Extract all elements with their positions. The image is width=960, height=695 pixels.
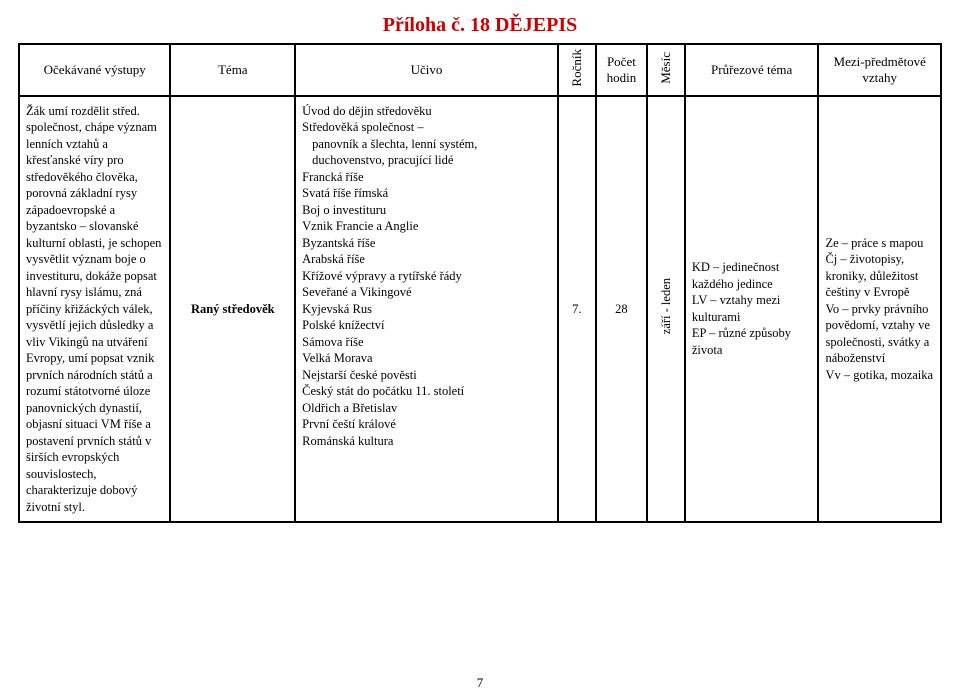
ucivo-line-indent: panovník a šlechta, lenní systém, (302, 136, 551, 153)
col-mesic: Měsíc (647, 44, 685, 96)
page: Příloha č. 18 DĚJEPIS Očekávané výstupy … (0, 0, 960, 695)
col-pruzove: Průřezové téma (685, 44, 819, 96)
ucivo-line: Boj o investituru (302, 202, 551, 219)
ucivo-line: Velká Morava (302, 350, 551, 367)
table-header-row: Očekávané výstupy Téma Učivo Ročník Poče… (19, 44, 941, 96)
col-pocet: Počet hodin (596, 44, 647, 96)
cell-pocet: 28 (596, 96, 647, 523)
col-tema: Téma (170, 44, 295, 96)
col-mezi: Mezi-předmětové vztahy (818, 44, 941, 96)
ucivo-line: Polské knížectví (302, 317, 551, 334)
ucivo-line: Křížové výpravy a rytířské řády (302, 268, 551, 285)
page-number: 7 (0, 675, 960, 691)
text-line: Čj – životopisy, kroniky, důležitost češ… (825, 251, 934, 301)
ucivo-line: Oldřich a Břetislav (302, 400, 551, 417)
text-line: Vv – gotika, mozaika (825, 367, 934, 384)
ucivo-line: Svatá říše římská (302, 185, 551, 202)
ucivo-line: Kyjevská Rus (302, 301, 551, 318)
text-line: Ze – práce s mapou (825, 235, 934, 252)
cell-tema: Raný středověk (170, 96, 295, 523)
ucivo-line: Úvod do dějin středověku (302, 103, 551, 120)
text-line: KD – jedinečnost každého jedince (692, 259, 812, 292)
cell-pruzove: KD – jedinečnost každého jedinceLV – vzt… (685, 96, 819, 523)
table-row: Žák umí rozdělit střed. společnost, cháp… (19, 96, 941, 523)
ucivo-line: Sámova říše (302, 334, 551, 351)
col-vystupy: Očekávané výstupy (19, 44, 170, 96)
ucivo-line: První čeští králové (302, 416, 551, 433)
cell-rocnik: 7. (558, 96, 596, 523)
ucivo-line-indent: duchovenstvo, pracující lidé (302, 152, 551, 169)
curriculum-table: Očekávané výstupy Téma Učivo Ročník Poče… (18, 43, 942, 523)
ucivo-line: Český stát do počátku 11. století (302, 383, 551, 400)
cell-mesic: září - leden (647, 96, 685, 523)
text-line: LV – vztahy mezi kulturami (692, 292, 812, 325)
text-line: EP – různé způsoby života (692, 325, 812, 358)
col-ucivo: Učivo (295, 44, 558, 96)
ucivo-line: Francká říše (302, 169, 551, 186)
ucivo-line: Byzantská říše (302, 235, 551, 252)
ucivo-line: Vznik Francie a Anglie (302, 218, 551, 235)
ucivo-line: Nejstarší české pověsti (302, 367, 551, 384)
ucivo-line: Seveřané a Vikingové (302, 284, 551, 301)
cell-vystupy: Žák umí rozdělit střed. společnost, cháp… (19, 96, 170, 523)
ucivo-line: Románská kultura (302, 433, 551, 450)
cell-mezi: Ze – práce s mapouČj – životopisy, kroni… (818, 96, 941, 523)
page-title: Příloha č. 18 DĚJEPIS (18, 14, 942, 37)
col-rocnik: Ročník (558, 44, 596, 96)
ucivo-line: Středověká společnost – (302, 119, 551, 136)
cell-ucivo: Úvod do dějin středověkuStředověká spole… (295, 96, 558, 523)
ucivo-line: Arabská říše (302, 251, 551, 268)
text-line: Vo – prvky právního povědomí, vztahy ve … (825, 301, 934, 367)
